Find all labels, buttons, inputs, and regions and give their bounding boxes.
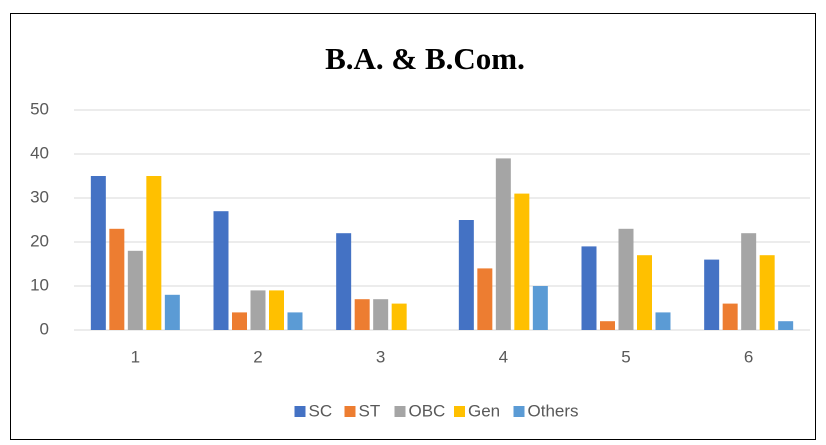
- x-tick-label: 5: [621, 347, 630, 366]
- bar: [287, 312, 303, 330]
- bar: [146, 176, 162, 330]
- x-tick-label: 1: [131, 347, 140, 366]
- bar: [336, 233, 352, 330]
- bar: [741, 233, 757, 330]
- bar: [581, 246, 597, 330]
- bar: [109, 228, 125, 330]
- bar: [655, 312, 671, 330]
- x-tick-label: 2: [253, 347, 262, 366]
- y-tick-label: 20: [30, 231, 49, 250]
- legend-label: OBC: [409, 401, 446, 420]
- legend-swatch: [513, 406, 525, 417]
- y-tick-label: 0: [40, 319, 49, 338]
- legend-swatch: [294, 406, 306, 417]
- bar: [269, 290, 284, 330]
- bar: [514, 193, 530, 330]
- bar: [373, 299, 389, 330]
- bar: [704, 259, 720, 330]
- bar: [213, 211, 229, 330]
- bar: [532, 286, 548, 330]
- bar: [477, 268, 493, 330]
- bar: [600, 321, 615, 330]
- bar: [778, 321, 794, 330]
- x-tick-label: 6: [744, 347, 753, 366]
- bar: [618, 228, 634, 330]
- legend-label: SC: [309, 401, 333, 420]
- y-tick-label: 40: [30, 143, 49, 162]
- chart-title: B.A. & B.Com.: [325, 41, 525, 76]
- bar: [164, 294, 180, 330]
- bar: [637, 255, 652, 330]
- y-tick-label: 30: [30, 187, 49, 206]
- x-tick-label: 3: [376, 347, 385, 366]
- bar: [127, 250, 143, 330]
- y-tick-label: 10: [30, 275, 49, 294]
- bar: [759, 255, 775, 330]
- bar: [458, 220, 474, 330]
- x-tick-label: 4: [499, 347, 508, 366]
- legend-label: Others: [528, 401, 579, 420]
- bar: [495, 158, 511, 330]
- bar: [232, 312, 247, 330]
- legend-label: ST: [359, 401, 381, 420]
- legend-swatch: [394, 406, 406, 417]
- y-tick-label: 50: [30, 99, 49, 118]
- legend-swatch: [344, 406, 356, 417]
- legend-label: Gen: [468, 401, 500, 420]
- chart-frame: [10, 13, 816, 440]
- bar: [354, 299, 370, 330]
- bar: [391, 303, 407, 330]
- bar: [90, 176, 106, 330]
- bar: [250, 290, 266, 330]
- bar: [722, 303, 738, 330]
- legend-swatch: [454, 406, 465, 417]
